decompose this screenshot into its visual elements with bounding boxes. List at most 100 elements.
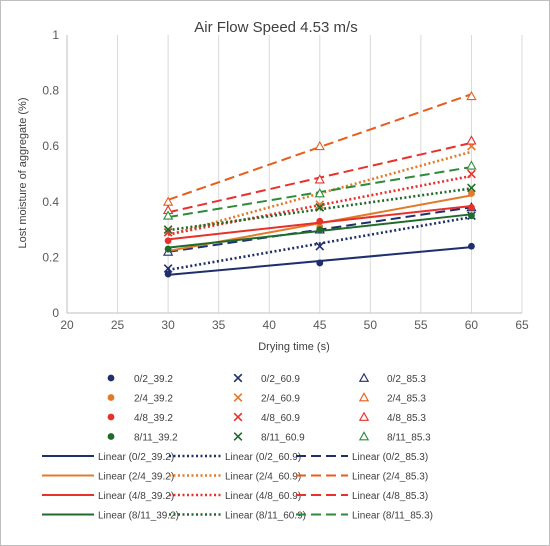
legend-entry-linear-0-2-85-3: Linear (0/2_85.3): [296, 452, 428, 463]
point-8-11-85-3-45: [314, 188, 325, 198]
legend-marker-0-2-85-3: [358, 372, 370, 382]
point-8-11-60-9-30: [163, 225, 173, 234]
legend-entry-linear-0-2-60-9: Linear (0/2_60.9): [169, 452, 301, 463]
point-8-11-60-9-60: [467, 183, 476, 193]
point-0-2-39-2-60: [468, 242, 475, 250]
legend-marker-0-2-39-2: [107, 374, 115, 382]
y-tick-label-0-8: 0.8: [42, 84, 59, 98]
point-0-2-60-9-45: [315, 241, 325, 251]
legend-entry-2-4-60-9: 2/4_60.9: [233, 393, 300, 405]
legend-label-0-2-85-3: 0/2_85.3: [387, 374, 426, 385]
chart-title: Air Flow Speed 4.53 m/s: [194, 19, 357, 36]
x-tick-label-60: 60: [465, 318, 479, 332]
point-0-2-39-2-45: [316, 259, 324, 267]
point-4-8-85-3-60: [466, 135, 477, 145]
legend-marker-4-8-60-9: [233, 412, 243, 422]
legend-entry-linear-4-8-60-9: Linear (4/8_60.9): [169, 491, 301, 502]
legend-label-linear-0-2-85-3: Linear (0/2_85.3): [352, 452, 428, 463]
legend-label-linear-0-2-39-2: Linear (0/2_39.2): [98, 452, 174, 463]
legend-marker-8-11-85-3: [358, 431, 370, 441]
trendline-linear-8-11-60-9: [167, 187, 472, 232]
point-4-8-85-3-45: [314, 174, 325, 184]
legend-entry-linear-0-2-39-2: Linear (0/2_39.2): [42, 452, 174, 463]
y-tick-label-0-4: 0.4: [42, 195, 59, 209]
x-axis-title: Drying time (s): [258, 341, 330, 353]
point-2-4-39-2-60: [468, 190, 475, 197]
axis-layer: 20 25 30 35 40 45 50 55 60 65 0 0.2 0.4 0.6 0.8 1: [42, 28, 529, 332]
legend-label-2-4-60-9: 2/4_60.9: [261, 394, 300, 405]
legend-label-8-11-39-2: 8/11_39.2: [134, 433, 178, 444]
legend-label-8-11-60-9: 8/11_60.9: [261, 433, 305, 444]
legend-entry-0-2-85-3: 0/2_85.3: [358, 372, 426, 385]
point-4-8-60-9-60: [467, 169, 476, 179]
trendline-linear-0-2-60-9: [167, 215, 472, 272]
x-tick-label-20: 20: [60, 318, 74, 332]
legend-entry-linear-8-11-85-3: Linear (8/11_85.3): [296, 511, 433, 522]
y-tick-label-1: 1: [52, 28, 59, 42]
x-tick-label-55: 55: [414, 318, 428, 332]
x-tick-label-45: 45: [313, 318, 327, 332]
legend-label-linear-2-4-60-9: Linear (2/4_60.9): [225, 472, 301, 483]
legend-label-linear-0-2-60-9: Linear (0/2_60.9): [225, 452, 301, 463]
y-tick-label-0: 0: [52, 306, 59, 320]
legend-marker-4-8-39-2: [107, 413, 115, 421]
legend-entry-linear-8-11-60-9: Linear (8/11_60.9): [169, 511, 306, 522]
legend-entry-2-4-85-3: 2/4_85.3: [358, 392, 426, 405]
legend-entry-linear-2-4-85-3: Linear (2/4_85.3): [296, 472, 428, 483]
point-8-11-39-2-45: [316, 226, 324, 234]
point-8-11-39-2-60: [468, 212, 475, 220]
legend-label-8-11-85-3: 8/11_85.3: [387, 433, 431, 444]
legend-label-linear-2-4-85-3: Linear (2/4_85.3): [352, 472, 428, 483]
legend-entry-4-8-60-9: 4/8_60.9: [233, 412, 300, 424]
legend-label-2-4-39-2: 2/4_39.2: [134, 394, 173, 405]
legend-entry-linear-4-8-85-3: Linear (4/8_85.3): [296, 491, 428, 502]
point-0-2-60-9-30: [163, 264, 173, 273]
legend-entry-2-4-39-2: 2/4_39.2: [107, 394, 173, 405]
legend-label-linear-4-8-85-3: Linear (4/8_85.3): [352, 491, 428, 502]
legend-entry-4-8-85-3: 4/8_85.3: [358, 411, 426, 424]
legend-label-4-8-39-2: 4/8_39.2: [134, 413, 173, 424]
legend-label-0-2-39-2: 0/2_39.2: [134, 374, 173, 385]
point-0-2-39-2-30: [164, 270, 172, 278]
legend-entry-0-2-39-2: 0/2_39.2: [107, 374, 173, 385]
legend-entry-8-11-60-9: 8/11_60.9: [233, 432, 305, 444]
y-tick-label-0-2: 0.2: [42, 250, 59, 264]
x-tick-label-50: 50: [364, 318, 378, 332]
point-2-4-85-3-60: [466, 90, 477, 101]
y-tick-label-0-6: 0.6: [42, 139, 59, 153]
point-4-8-39-2-30: [164, 237, 172, 245]
legend-label-linear-4-8-60-9: Linear (4/8_60.9): [225, 491, 301, 502]
legend-entry-8-11-39-2: 8/11_39.2: [107, 433, 178, 444]
x-tick-label-30: 30: [161, 318, 175, 332]
point-2-4-60-9-45: [315, 200, 325, 209]
point-8-11-85-3-30: [162, 210, 174, 220]
legend-label-2-4-85-3: 2/4_85.3: [387, 394, 426, 405]
marker-layer: [162, 90, 477, 278]
legend-entry-4-8-39-2: 4/8_39.2: [107, 413, 173, 424]
legend-label-linear-4-8-39-2: Linear (4/8_39.2): [98, 491, 174, 502]
legend-label-linear-2-4-39-2: Linear (2/4_39.2): [98, 472, 174, 483]
legend-label-4-8-60-9: 4/8_60.9: [261, 413, 300, 424]
grid-layer: [117, 35, 523, 313]
legend-marker-2-4-85-3: [358, 392, 370, 402]
legend-marker-2-4-39-2: [107, 394, 115, 401]
y-axis-title: Lost moisture of aggregate (%): [17, 97, 29, 248]
legend: 0/2_39.2 0/2_60.9 0/2_85.3 2/4_39.2 2/4_60.9…: [42, 372, 433, 522]
legend-entry-linear-2-4-39-2: Linear (2/4_39.2): [42, 472, 174, 483]
legend-marker-4-8-85-3: [358, 411, 370, 421]
point-4-8-39-2-60: [468, 203, 475, 211]
point-8-11-60-9-45: [315, 202, 325, 212]
legend-label-linear-8-11-39-2: Linear (8/11_39.2): [98, 511, 179, 522]
x-tick-label-35: 35: [212, 318, 226, 332]
legend-label-0-2-60-9: 0/2_60.9: [261, 374, 300, 385]
x-tick-label-65: 65: [515, 318, 529, 332]
point-8-11-39-2-30: [164, 245, 172, 253]
legend-marker-8-11-60-9: [233, 432, 243, 441]
point-2-4-85-3-45: [314, 140, 325, 151]
x-tick-label-40: 40: [263, 318, 277, 332]
point-4-8-60-9-30: [163, 228, 173, 237]
x-tick-label-25: 25: [111, 318, 125, 332]
legend-label-4-8-85-3: 4/8_85.3: [387, 413, 426, 424]
legend-entry-linear-8-11-39-2: Linear (8/11_39.2): [42, 511, 179, 522]
